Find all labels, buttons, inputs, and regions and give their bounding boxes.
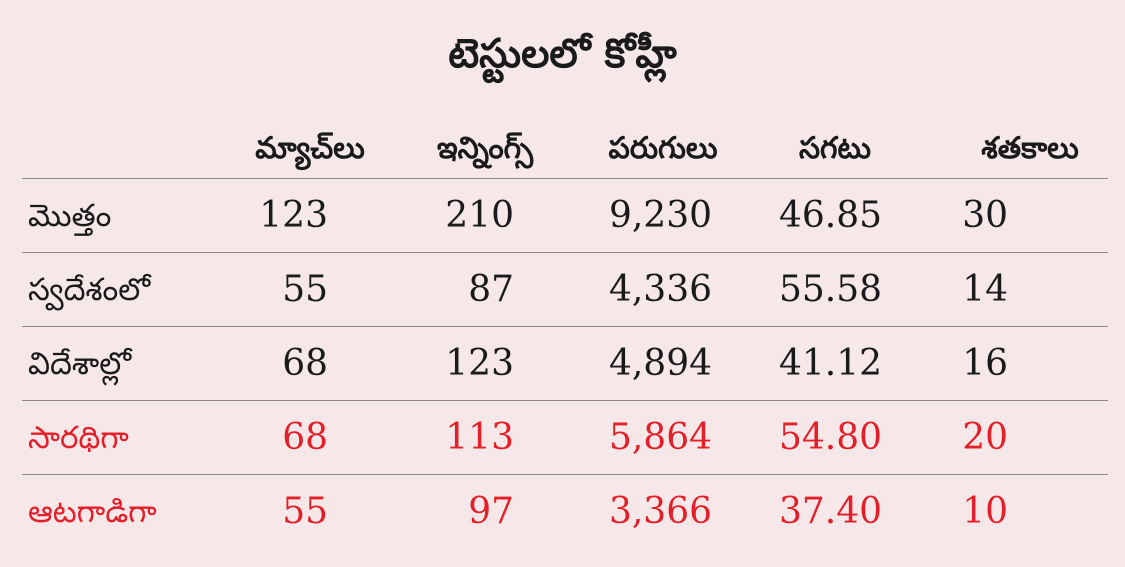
cell-runs: 3,366 (608, 491, 712, 532)
cell-innings: 97 (468, 491, 514, 532)
table-row: స్వదేశంలో 55 87 4,336 55.58 14 (22, 252, 1108, 327)
cell-matches: 55 (282, 269, 328, 310)
column-header-matches: మ్యాచ్‌లు (255, 131, 365, 166)
table-row-highlighted: ఆటగాడిగా 55 97 3,366 37.40 10 (22, 474, 1108, 549)
cell-average: 55.58 (778, 269, 882, 310)
row-label: మొత్తం (28, 198, 112, 234)
cell-centuries: 14 (962, 269, 1008, 310)
cell-centuries: 20 (962, 417, 1008, 458)
table-row: మొత్తం 123 210 9,230 46.85 30 (22, 178, 1108, 253)
cell-matches: 55 (282, 491, 328, 532)
cell-centuries: 16 (962, 343, 1008, 384)
row-label: స్వదేశంలో (28, 272, 151, 308)
cell-innings: 210 (445, 195, 514, 236)
column-header-average: సగటు (798, 131, 872, 166)
cell-centuries: 30 (962, 195, 1008, 236)
cell-average: 41.12 (778, 343, 882, 384)
cell-innings: 87 (468, 269, 514, 310)
cell-innings: 123 (445, 343, 514, 384)
cell-innings: 113 (445, 417, 514, 458)
table-row-highlighted: సారథిగా 68 113 5,864 54.80 20 (22, 400, 1108, 475)
column-header-centuries: శతకాలు (981, 131, 1079, 166)
cell-centuries: 10 (962, 491, 1008, 532)
cell-matches: 68 (282, 343, 328, 384)
row-label: విదేశాల్లో (28, 346, 132, 382)
cell-average: 37.40 (778, 491, 882, 532)
table-row: విదేశాల్లో 68 123 4,894 41.12 16 (22, 326, 1108, 401)
column-header-innings: ఇన్నింగ్స్ (436, 131, 534, 166)
cell-runs: 9,230 (608, 195, 712, 236)
cell-average: 54.80 (778, 417, 882, 458)
row-label: ఆటగాడిగా (28, 494, 157, 530)
cell-average: 46.85 (778, 195, 882, 236)
cell-runs: 5,864 (608, 417, 712, 458)
cell-matches: 123 (259, 195, 328, 236)
table-title: టెస్టులలో కోహ్లీ (448, 31, 677, 77)
row-label: సారథిగా (28, 420, 129, 456)
cell-runs: 4,336 (608, 269, 712, 310)
cell-runs: 4,894 (608, 343, 712, 384)
cell-matches: 68 (282, 417, 328, 458)
column-header-runs: పరుగులు (608, 131, 718, 166)
